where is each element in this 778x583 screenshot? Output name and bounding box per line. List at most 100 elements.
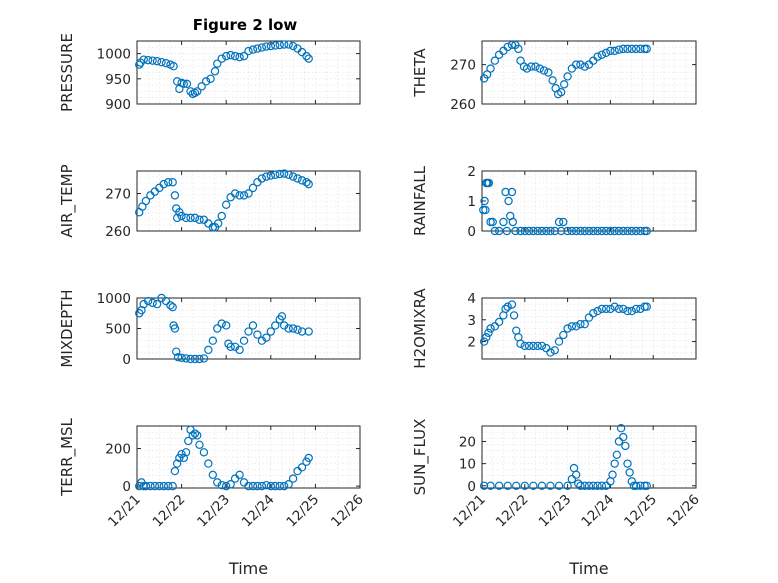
data-point [546,481,555,490]
data-point [584,481,594,490]
y-tick-label: 0 [467,479,476,495]
data-point [221,200,231,209]
data-point [293,174,302,183]
data-point [593,226,602,236]
data-point [239,191,249,200]
subplot-sun-flux: 12/21 12/22 12/23 12/24 12/25 12/26 0 10 20 SUN_F… [411,419,703,578]
data-point [597,226,607,236]
data-point [148,298,157,308]
data-point [159,481,168,491]
data-point [235,52,244,62]
data-point [244,46,253,56]
data-point [504,196,513,206]
data-point [520,226,530,236]
x-tick-label: 12/23 [194,492,233,531]
data-point [217,319,226,328]
data-point [601,481,611,490]
data-point [631,44,641,54]
y-tick-label: 500 [105,322,131,338]
data-point [494,317,504,327]
data-point [199,354,209,363]
data-point [221,481,231,491]
data-point [275,40,284,50]
data-point [275,481,284,491]
data-point [193,431,202,440]
data-point [597,304,607,314]
data-point [135,60,144,69]
data-point [297,463,307,472]
data-point [235,191,244,200]
data-point [559,217,568,227]
data-point [593,306,602,316]
data-point [631,226,641,236]
x-axis-label: Time [228,559,268,578]
x-tick-label: 12/22 [493,492,532,531]
data-point [182,79,192,89]
data-point [642,481,651,490]
data-point [636,481,645,490]
y-tick-label: 4 [467,291,476,307]
y-tick-label: 1000 [97,47,131,63]
data-point [544,68,553,77]
data-point [589,226,598,236]
data-point [580,62,589,71]
data-point [262,480,271,490]
y-tick-label: 3 [467,313,476,329]
data-point [193,87,202,96]
data-point [619,432,628,442]
data-point [642,302,651,311]
data-point [159,179,168,189]
data-point [627,44,637,54]
data-point [627,477,637,486]
plot-area [481,425,697,489]
y-tick-label: 270 [450,58,476,74]
plot-area [481,297,697,360]
data-point [623,306,632,316]
data-point [226,342,235,351]
data-point [266,481,275,491]
data-point [542,226,551,236]
data-point [567,474,577,484]
data-point [616,424,626,433]
data-point [614,45,624,54]
data-point [514,44,523,54]
data-point [597,481,607,490]
data-point [584,226,594,236]
data-point [503,302,512,311]
data-point [627,306,637,316]
y-axis-label: PRESSURE [58,33,76,112]
y-tick-label: 1000 [97,291,131,307]
data-point [508,217,518,227]
data-point [284,170,293,179]
data-point [179,79,189,89]
data-point [479,337,489,346]
data-point [546,348,555,357]
data-point [208,470,218,480]
data-point [481,205,490,215]
data-point [257,481,267,491]
data-point [601,304,611,314]
data-point [208,336,218,345]
data-point [266,327,275,336]
data-point [146,481,155,491]
data-point [619,44,628,54]
x-tick-label: 12/24 [578,492,617,531]
data-point [248,481,258,491]
data-point [563,226,572,236]
y-axis-label: TERR_MSL [58,417,77,496]
data-point [248,321,258,330]
data-point [559,80,569,89]
data-point [217,54,226,63]
data-point [490,56,500,65]
data-point [571,226,581,236]
plot-area [136,40,361,105]
data-point [297,176,307,185]
data-point [293,325,302,334]
data-point [507,40,517,50]
data-point [184,436,193,446]
data-point [262,333,271,342]
y-tick-label: 260 [105,224,131,240]
data-point [141,196,151,206]
y-tick-label: 2 [467,164,476,180]
data-point [484,178,494,188]
